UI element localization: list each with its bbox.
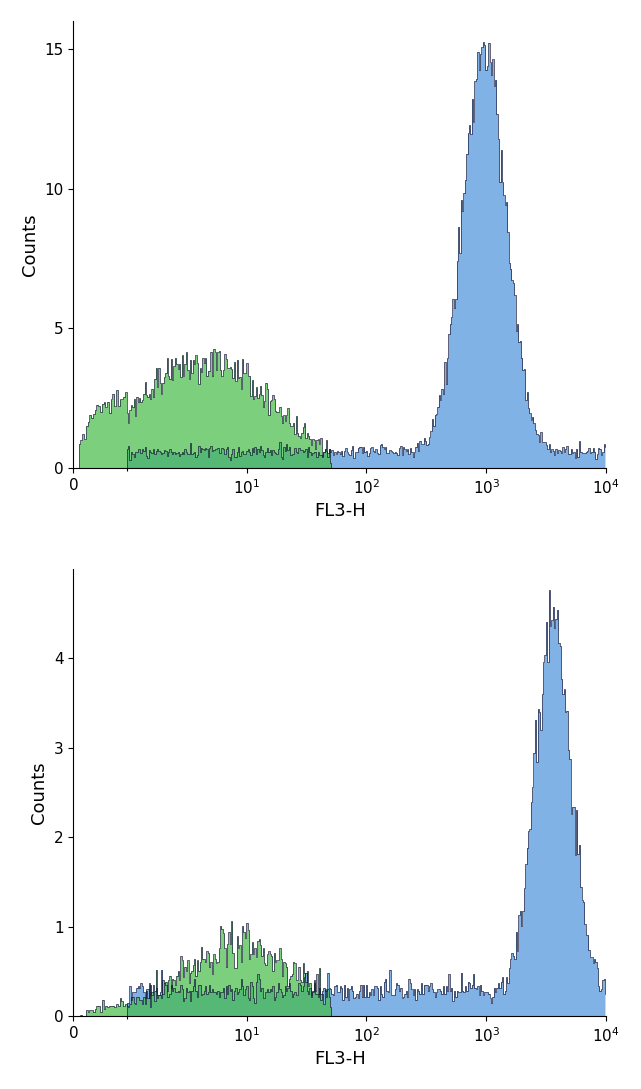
X-axis label: FL3-H: FL3-H <box>314 502 366 521</box>
Y-axis label: Counts: Counts <box>21 213 39 276</box>
Y-axis label: Counts: Counts <box>30 761 48 823</box>
X-axis label: FL3-H: FL3-H <box>314 1050 366 1068</box>
